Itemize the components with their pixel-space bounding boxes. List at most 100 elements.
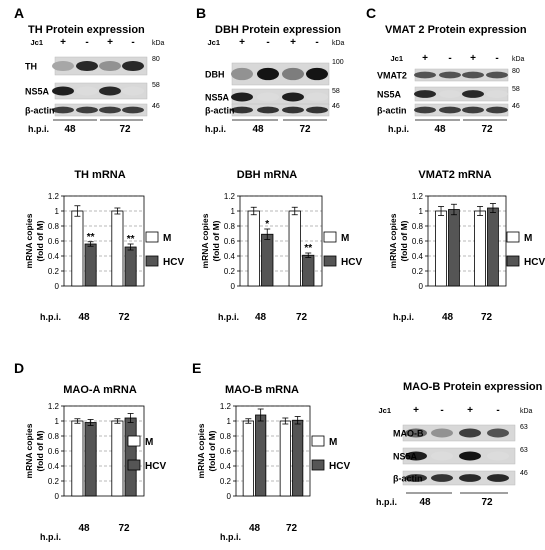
jc1-label: Jc1	[30, 38, 43, 47]
blot-b: DBH Protein expression Jc1 + - + - kDa 100 DBH NS…	[205, 24, 345, 135]
blot-e: MAO-B Protein expression Jc1 + - + - kDa MAO-B 6…	[376, 381, 543, 508]
timepoint-label: 72	[119, 124, 131, 135]
blot-band	[282, 106, 304, 114]
blot-band	[231, 106, 253, 114]
category-label: 48	[78, 523, 90, 534]
y-tick-label: 1	[231, 207, 236, 216]
lane-sign: +	[239, 37, 245, 48]
legend-swatch	[127, 459, 141, 471]
blot-band	[431, 428, 453, 438]
blot-c: VMAT 2 Protein expression Jc1 + - + - kDa VMAT2…	[377, 24, 527, 135]
panel-letter-c: C	[366, 5, 376, 21]
lane-sign: +	[413, 405, 419, 416]
chart-title: MAO-A mRNA	[63, 384, 137, 396]
blot-band	[405, 428, 427, 438]
blot-band	[76, 106, 98, 114]
y-tick-label: 1	[419, 207, 424, 216]
blot-a: TH Protein expression Jc1 + - + - kDa TH 80 NS5A 5…	[25, 24, 165, 135]
lane-sign: -	[448, 53, 451, 64]
blot-band	[431, 451, 453, 461]
significance-mark: *	[265, 219, 269, 230]
y-tick-label: 0.6	[412, 237, 424, 246]
category-label: 48	[255, 312, 267, 323]
y-tick-label: 0.2	[412, 267, 424, 276]
row-label: DBH	[205, 70, 225, 80]
blot-band	[459, 428, 481, 438]
y-tick-label: 0	[55, 492, 60, 501]
panel-letter-a: A	[14, 5, 24, 21]
lane-sign: -	[440, 405, 443, 416]
row-label: β-actin	[25, 106, 55, 116]
x-axis-label: h.p.i.	[218, 312, 239, 322]
timepoint-label: 72	[481, 497, 493, 508]
legend-swatch	[145, 231, 159, 243]
row-label: TH	[25, 62, 37, 72]
blot-band	[52, 86, 74, 96]
row-label: NS5A	[25, 87, 50, 97]
legend-swatch	[323, 255, 337, 267]
legend-swatch	[145, 255, 159, 267]
legend-label: HCV	[329, 461, 350, 472]
y-axis-label: (fold of M)	[211, 220, 221, 261]
blot-band	[414, 71, 436, 79]
blot-band	[231, 92, 253, 102]
bar	[279, 420, 291, 497]
x-axis-label: h.p.i.	[393, 312, 414, 322]
hpi-label: h.p.i.	[376, 497, 397, 507]
jc1-label: Jc1	[378, 406, 391, 415]
blot-band	[462, 90, 484, 98]
chart-title: DBH mRNA	[237, 169, 298, 181]
y-tick-label: 1	[55, 207, 60, 216]
marker-label: 100	[332, 59, 344, 66]
y-tick-label: 0.6	[220, 447, 232, 456]
lane-sign: -	[85, 37, 88, 48]
y-tick-label: 0.6	[224, 237, 236, 246]
bar	[84, 422, 97, 497]
legend-label: M	[329, 437, 337, 448]
row-label: NS5A	[205, 93, 230, 103]
blot-band	[282, 92, 304, 102]
blot-band	[306, 67, 328, 81]
row-label: NS5A	[377, 90, 402, 100]
y-axis-label: (fold of M)	[35, 220, 45, 261]
kda-label: kDa	[520, 408, 533, 415]
hpi-label: h.p.i.	[28, 124, 49, 134]
jc1-label: Jc1	[207, 38, 220, 47]
blot-band	[99, 106, 121, 114]
y-tick-label: 1.2	[412, 192, 424, 201]
bar	[124, 246, 137, 287]
legend-swatch	[506, 231, 520, 243]
lane-sign: -	[496, 405, 499, 416]
legend-swatch	[311, 459, 325, 471]
marker-label: 63	[520, 424, 528, 431]
blot-band	[52, 106, 74, 114]
chart-title: MAO-B mRNA	[225, 384, 299, 396]
blot-band	[282, 67, 304, 81]
blot-band	[414, 106, 436, 114]
marker-label: 46	[520, 470, 528, 477]
blot-band	[431, 474, 453, 482]
y-tick-label: 0.8	[48, 222, 60, 231]
legend-label: HCV	[163, 257, 184, 268]
bar	[261, 233, 274, 287]
y-axis-label: mRNA copies	[196, 423, 206, 478]
bar	[302, 254, 315, 287]
bar	[111, 210, 124, 287]
blot-band	[99, 86, 121, 96]
timepoint-label: 48	[64, 124, 76, 135]
panel-letter-b: B	[196, 5, 206, 21]
x-axis-label: h.p.i.	[40, 532, 61, 542]
bar	[84, 243, 97, 287]
blot-band	[306, 92, 328, 102]
lane-sign: +	[467, 405, 473, 416]
chart-title: VMAT2 mRNA	[418, 169, 491, 181]
blot-band	[257, 106, 279, 114]
blot-band	[99, 60, 121, 72]
blot-band	[459, 474, 481, 482]
marker-label: 58	[512, 86, 520, 93]
y-tick-label: 0.4	[48, 252, 60, 261]
lane-sign: -	[315, 37, 318, 48]
y-tick-label: 0.4	[48, 462, 60, 471]
y-axis-label: (fold of M)	[399, 220, 409, 261]
legend-label: M	[524, 233, 532, 244]
